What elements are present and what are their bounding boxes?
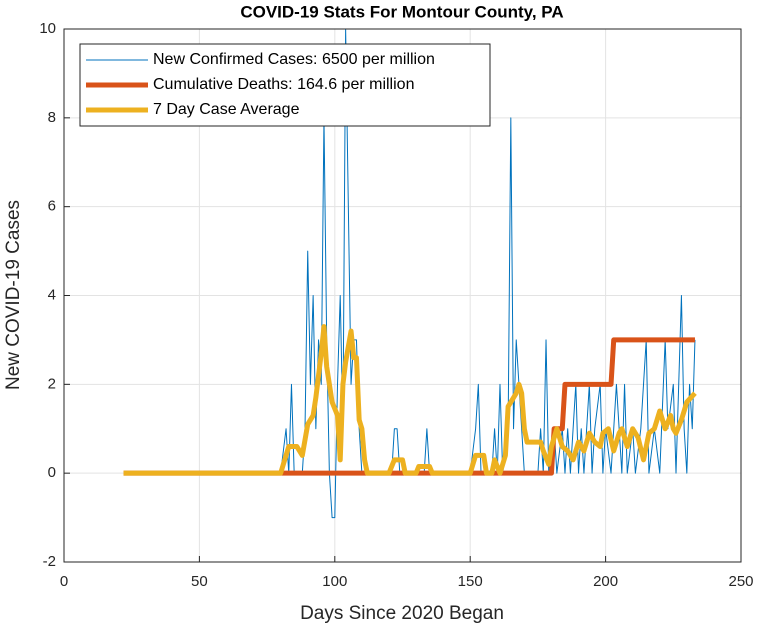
x-tick-label: 50	[191, 573, 208, 590]
y-tick-label: 6	[48, 198, 56, 215]
x-axis-label: Days Since 2020 Began	[300, 603, 504, 624]
axes-box	[63, 28, 742, 563]
legend-label: New Confirmed Cases: 6500 per million	[153, 51, 435, 68]
y-axis-label: New COVID-19 Cases	[3, 200, 24, 390]
x-tick-label: 250	[728, 573, 753, 590]
y-tick-label: 8	[48, 109, 56, 126]
y-tick-label: 10	[39, 20, 56, 37]
chart-title: COVID-19 Stats For Montour County, PA	[240, 2, 563, 21]
legend-label: 7 Day Case Average	[153, 101, 300, 118]
x-tick-label: 0	[60, 573, 68, 590]
y-tick-label: 2	[48, 375, 56, 392]
x-tick-label: 200	[593, 573, 618, 590]
plot-lines	[123, 29, 697, 519]
series-line	[123, 324, 697, 476]
series-line	[123, 337, 695, 476]
y-tick-label: 0	[48, 464, 56, 481]
legend-box	[79, 43, 491, 127]
y-tick-label: 4	[48, 286, 56, 303]
y-tick-label: -2	[43, 553, 56, 570]
x-tick-label: 100	[322, 573, 347, 590]
x-tick-label: 150	[458, 573, 483, 590]
legend-label: Cumulative Deaths: 164.6 per million	[153, 76, 414, 93]
